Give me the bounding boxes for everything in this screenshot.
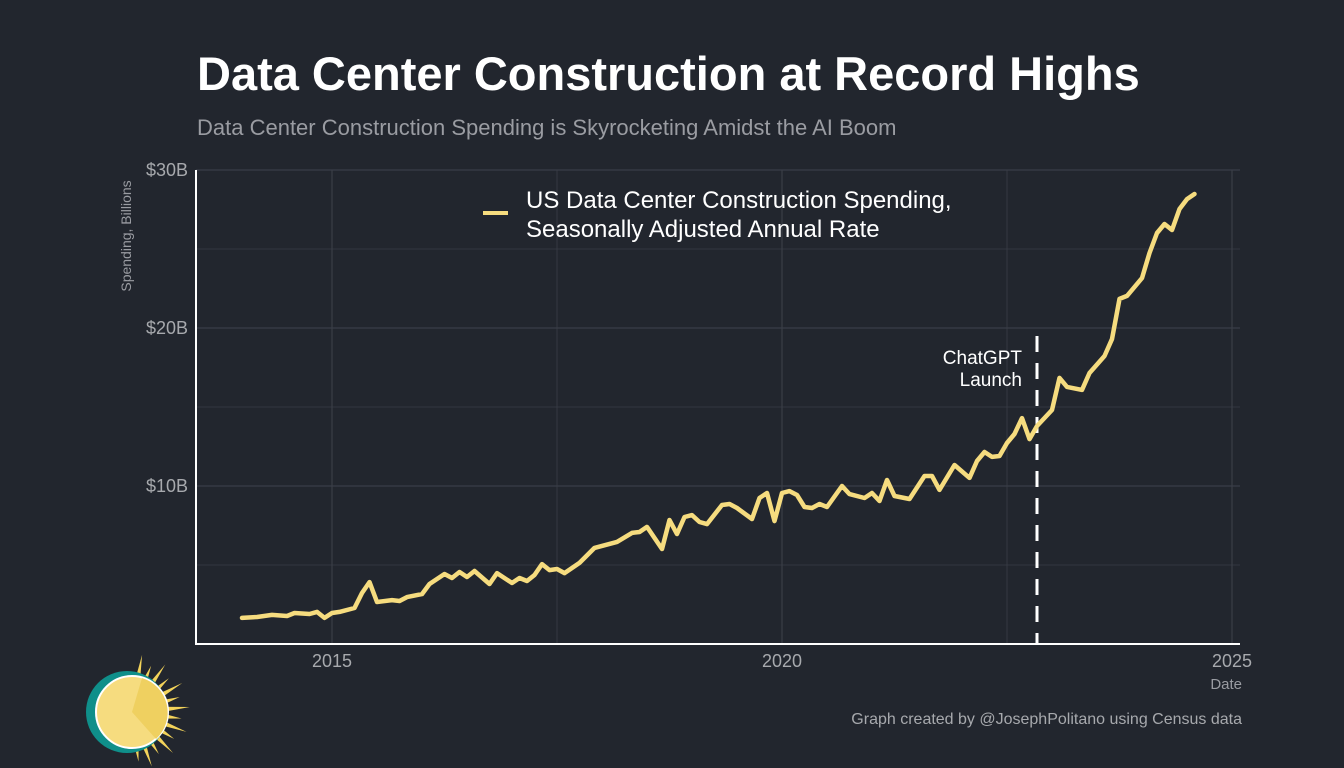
- x-tick-label: 2015: [312, 651, 352, 671]
- axes: [195, 170, 1240, 645]
- y-tick-label: $10B: [146, 476, 188, 496]
- y-axis-label: Spending, Billions: [118, 180, 134, 291]
- chart-title: Data Center Construction at Record Highs: [197, 47, 1140, 100]
- gridlines: [196, 169, 1240, 644]
- legend: US Data Center Construction Spending, Se…: [483, 187, 952, 243]
- series-line: [239, 191, 1197, 621]
- legend-label-line2: Seasonally Adjusted Annual Rate: [526, 216, 880, 243]
- x-tick-label: 2020: [762, 651, 802, 671]
- sun-logo-icon: [86, 654, 190, 767]
- y-tick-label: $20B: [146, 318, 188, 338]
- legend-label-line1: US Data Center Construction Spending,: [526, 187, 952, 214]
- annotation-line2: Launch: [960, 370, 1022, 391]
- series-line-group: [239, 191, 1197, 621]
- x-axis-label: Date: [1210, 676, 1242, 693]
- annotation-line1: ChatGPT: [943, 348, 1023, 369]
- x-tick-label: 2025: [1212, 651, 1252, 671]
- chart-subtitle: Data Center Construction Spending is Sky…: [197, 115, 896, 140]
- chatgpt-annotation: ChatGPT Launch: [943, 336, 1039, 644]
- y-tick-label: $30B: [146, 160, 188, 180]
- credit-text: Graph created by @JosephPolitano using C…: [851, 711, 1242, 728]
- tick-labels: $10B $20B $30B 2015 2020 2025: [146, 160, 1252, 671]
